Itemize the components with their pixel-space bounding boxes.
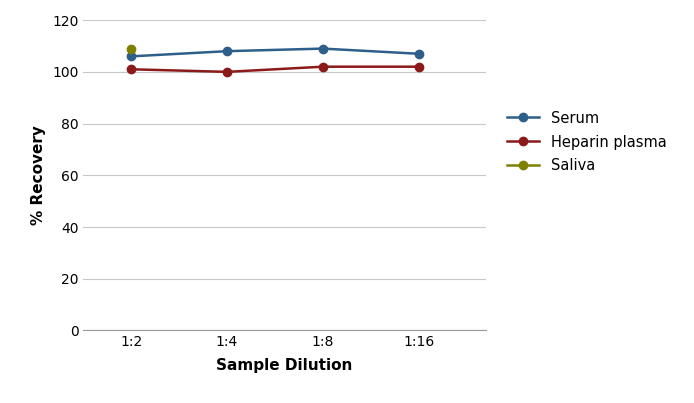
Line: Heparin plasma: Heparin plasma bbox=[127, 62, 423, 76]
Legend: Serum, Heparin plasma, Saliva: Serum, Heparin plasma, Saliva bbox=[501, 105, 672, 179]
Serum bbox=[127, 54, 135, 59]
Heparin plasma bbox=[127, 67, 135, 72]
X-axis label: Sample Dilution: Sample Dilution bbox=[217, 357, 353, 373]
Serum bbox=[319, 46, 327, 51]
Heparin plasma bbox=[319, 64, 327, 69]
Heparin plasma bbox=[414, 64, 423, 69]
Y-axis label: % Recovery: % Recovery bbox=[31, 125, 46, 225]
Line: Serum: Serum bbox=[127, 44, 423, 60]
Heparin plasma bbox=[223, 69, 231, 74]
Serum bbox=[223, 49, 231, 54]
Serum bbox=[414, 51, 423, 56]
